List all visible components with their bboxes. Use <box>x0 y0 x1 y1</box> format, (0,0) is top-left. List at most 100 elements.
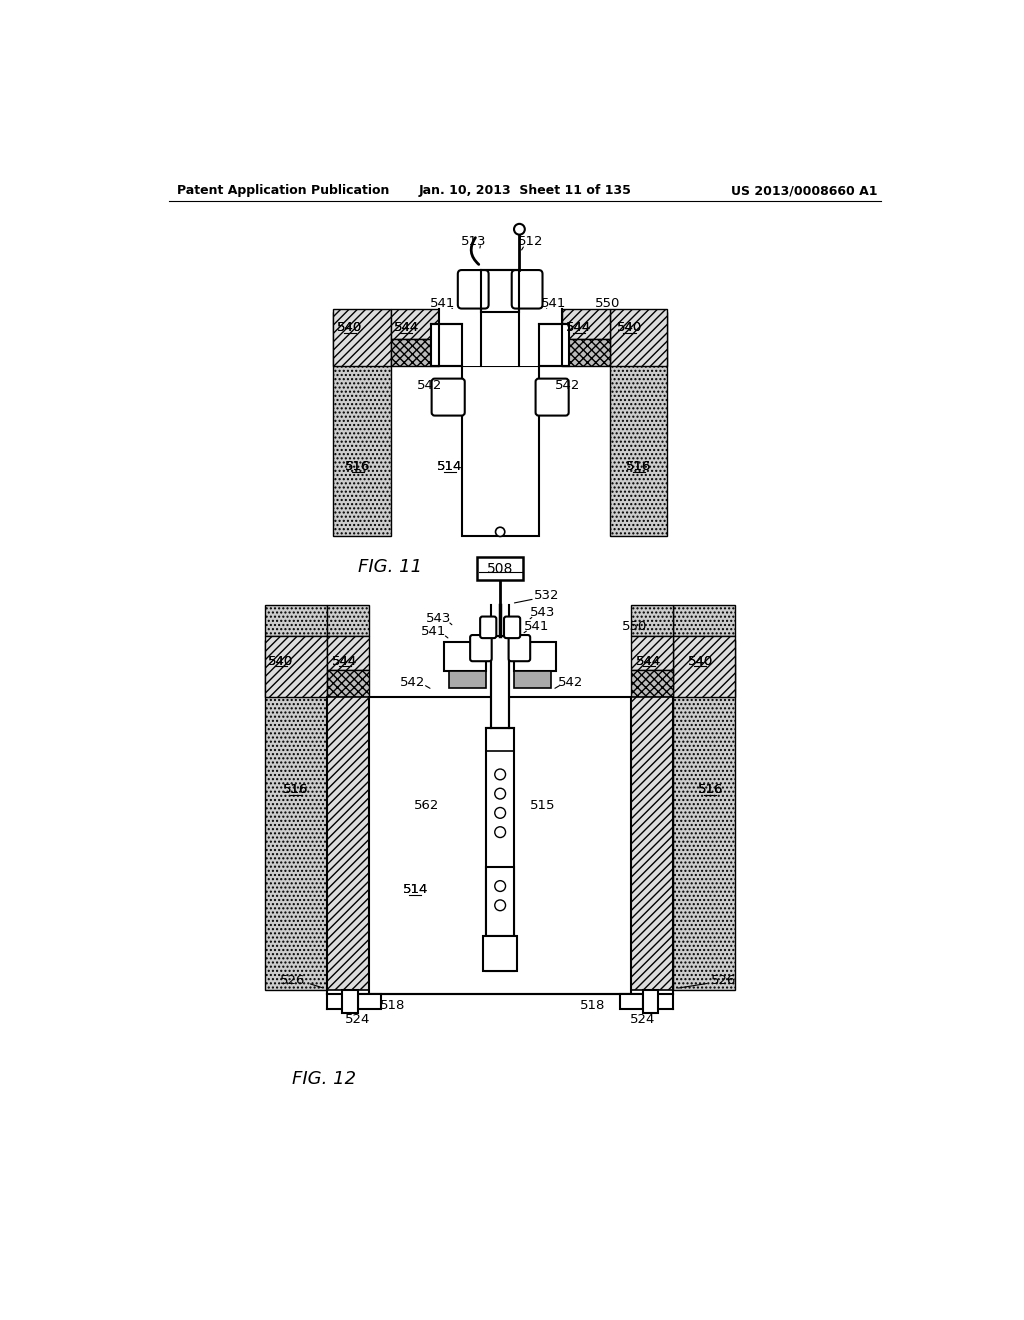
Text: 518: 518 <box>380 999 406 1012</box>
Bar <box>333 309 391 367</box>
Text: 550: 550 <box>595 297 621 310</box>
Bar <box>609 309 668 367</box>
Text: 516: 516 <box>345 459 371 473</box>
Bar <box>643 990 658 1014</box>
Bar <box>562 339 609 367</box>
Bar <box>265 640 327 990</box>
Text: 514: 514 <box>437 459 463 473</box>
Text: US 2013/0008660 A1: US 2013/0008660 A1 <box>731 185 878 197</box>
Text: 544: 544 <box>332 655 357 668</box>
Text: 512: 512 <box>518 235 544 248</box>
Bar <box>514 642 556 671</box>
Bar <box>620 994 643 1010</box>
Bar <box>357 994 381 1010</box>
Text: 541: 541 <box>542 297 566 310</box>
Text: 540: 540 <box>268 655 293 668</box>
Text: 541: 541 <box>430 297 455 310</box>
Bar <box>265 636 327 697</box>
Circle shape <box>495 826 506 838</box>
Text: 562: 562 <box>415 799 439 812</box>
Text: 543: 543 <box>426 612 452 626</box>
Text: 516: 516 <box>284 783 309 796</box>
Bar <box>483 936 517 970</box>
Bar <box>631 671 674 697</box>
Text: Jan. 10, 2013  Sheet 11 of 135: Jan. 10, 2013 Sheet 11 of 135 <box>419 185 631 197</box>
Bar <box>444 642 486 671</box>
Text: 516: 516 <box>626 459 651 473</box>
Bar <box>438 309 562 367</box>
Text: 540: 540 <box>616 321 642 334</box>
Bar <box>327 671 370 697</box>
Text: 526: 526 <box>280 974 305 987</box>
Bar <box>486 867 514 936</box>
Circle shape <box>496 527 505 536</box>
Text: 541: 541 <box>524 620 550 634</box>
Text: 540: 540 <box>688 655 713 668</box>
Bar <box>631 697 674 990</box>
Text: 513: 513 <box>461 235 486 248</box>
Text: 524: 524 <box>630 1012 655 1026</box>
Text: 544: 544 <box>566 321 591 334</box>
Text: 516: 516 <box>697 783 723 796</box>
Text: 544: 544 <box>393 321 419 334</box>
FancyBboxPatch shape <box>470 635 492 661</box>
Bar <box>265 605 327 636</box>
Text: 542: 542 <box>399 676 425 689</box>
Bar <box>481 271 519 313</box>
Bar <box>477 557 523 581</box>
FancyBboxPatch shape <box>458 271 488 309</box>
Text: 550: 550 <box>623 620 647 634</box>
Circle shape <box>514 224 525 235</box>
Bar <box>514 671 551 688</box>
Bar <box>674 605 735 636</box>
FancyBboxPatch shape <box>509 635 530 661</box>
Text: 544: 544 <box>566 321 591 334</box>
Text: 524: 524 <box>345 1012 371 1026</box>
Text: Patent Application Publication: Patent Application Publication <box>177 185 389 197</box>
Text: 541: 541 <box>421 626 445 639</box>
Text: 544: 544 <box>393 321 419 334</box>
FancyBboxPatch shape <box>512 271 543 309</box>
Text: 542: 542 <box>558 676 584 689</box>
Bar <box>609 313 668 536</box>
Text: 514: 514 <box>402 883 428 896</box>
Circle shape <box>495 788 506 799</box>
Bar <box>370 697 631 994</box>
Text: 515: 515 <box>529 799 555 812</box>
FancyBboxPatch shape <box>536 379 568 416</box>
Bar <box>327 605 370 636</box>
Bar <box>490 636 509 729</box>
Bar <box>450 671 486 688</box>
Bar <box>631 605 674 636</box>
Bar <box>490 636 509 705</box>
Bar <box>481 271 519 370</box>
FancyBboxPatch shape <box>480 616 497 638</box>
Text: 518: 518 <box>580 999 605 1012</box>
Text: 516: 516 <box>697 783 723 796</box>
Text: 516: 516 <box>345 459 371 473</box>
Text: 540: 540 <box>268 655 293 668</box>
Text: FIG. 11: FIG. 11 <box>357 557 422 576</box>
Bar <box>631 636 674 671</box>
Text: 543: 543 <box>529 606 555 619</box>
FancyBboxPatch shape <box>432 379 465 416</box>
Circle shape <box>495 880 506 891</box>
Bar <box>327 697 370 990</box>
Bar <box>391 309 438 339</box>
Text: 516: 516 <box>626 459 651 473</box>
Bar <box>431 323 462 367</box>
Text: 540: 540 <box>337 321 362 334</box>
Bar <box>562 309 609 339</box>
Text: 540: 540 <box>616 321 642 334</box>
Bar <box>674 636 735 697</box>
Text: 542: 542 <box>417 379 442 392</box>
Bar <box>674 640 735 990</box>
FancyBboxPatch shape <box>504 616 520 638</box>
Text: 508: 508 <box>487 562 513 576</box>
Text: 540: 540 <box>688 655 713 668</box>
Text: 544: 544 <box>636 655 662 668</box>
Circle shape <box>495 808 506 818</box>
Bar <box>486 729 514 970</box>
Bar <box>438 309 562 367</box>
Text: 514: 514 <box>402 883 428 896</box>
